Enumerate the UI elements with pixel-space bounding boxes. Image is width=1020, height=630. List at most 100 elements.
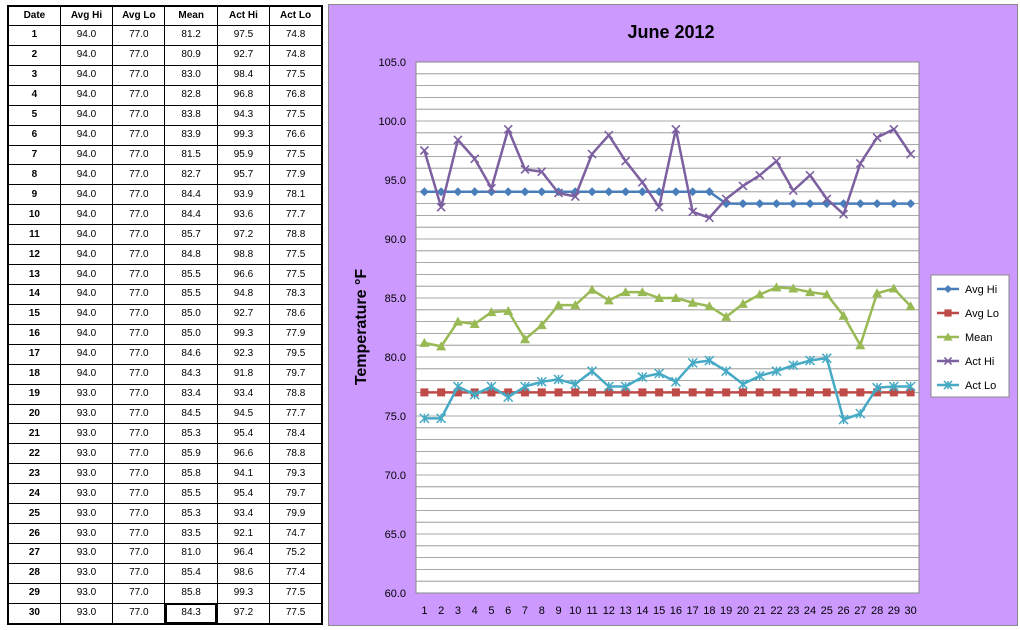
- cell-act-lo[interactable]: 77.4: [269, 562, 323, 584]
- data-point-marker[interactable]: [905, 301, 916, 311]
- data-point-marker[interactable]: [519, 334, 530, 344]
- cell-mean[interactable]: 84.8: [164, 244, 218, 266]
- cell-mean[interactable]: 85.0: [164, 323, 218, 345]
- cell-act-hi[interactable]: 98.4: [216, 64, 271, 86]
- data-point-marker[interactable]: [571, 388, 580, 397]
- data-point-marker[interactable]: [604, 187, 614, 197]
- data-point-marker[interactable]: [838, 209, 849, 219]
- cell-avg-lo[interactable]: 77.0: [112, 323, 166, 345]
- cell-mean[interactable]: 83.5: [164, 523, 218, 544]
- data-point-marker[interactable]: [872, 382, 883, 393]
- data-point-marker[interactable]: [688, 388, 697, 397]
- data-point-marker[interactable]: [788, 283, 799, 293]
- cell-act-lo[interactable]: 79.7: [269, 483, 323, 505]
- cell-act-hi[interactable]: 95.9: [216, 144, 271, 166]
- data-point-marker[interactable]: [838, 310, 849, 320]
- data-point-marker[interactable]: [670, 293, 681, 302]
- data-point-marker[interactable]: [905, 381, 916, 392]
- data-point-marker[interactable]: [855, 340, 866, 350]
- data-point-marker[interactable]: [553, 188, 564, 198]
- data-point-marker[interactable]: [503, 305, 514, 315]
- cell-avg-lo[interactable]: 77.0: [112, 104, 166, 126]
- cell-mean[interactable]: 84.3: [164, 363, 218, 385]
- cell-act-lo[interactable]: 78.8: [269, 443, 323, 465]
- data-point-marker[interactable]: [806, 388, 815, 397]
- data-point-marker[interactable]: [822, 388, 831, 397]
- data-point-marker[interactable]: [419, 337, 430, 347]
- header-avg-lo[interactable]: Avg Lo: [112, 5, 166, 26]
- cell-avg-hi[interactable]: 93.0: [59, 602, 114, 625]
- cell-avg-hi[interactable]: 94.0: [59, 323, 114, 345]
- data-point-marker[interactable]: [738, 181, 748, 191]
- data-point-marker[interactable]: [537, 167, 547, 177]
- data-point-marker[interactable]: [604, 130, 614, 140]
- data-point-marker[interactable]: [906, 199, 916, 209]
- data-point-marker[interactable]: [737, 298, 748, 308]
- data-point-marker[interactable]: [537, 187, 547, 197]
- data-point-marker[interactable]: [889, 124, 899, 134]
- cell-avg-lo[interactable]: 77.0: [112, 443, 166, 465]
- cell-mean[interactable]: 83.8: [164, 104, 218, 126]
- cell-date[interactable]: 26: [7, 523, 61, 544]
- cell-act-hi[interactable]: 95.4: [216, 423, 271, 445]
- cell-date[interactable]: 8: [7, 164, 61, 186]
- series-act-lo[interactable]: [419, 353, 916, 425]
- cell-act-lo[interactable]: 74.8: [269, 44, 323, 66]
- cell-act-hi[interactable]: 95.4: [216, 483, 271, 505]
- cell-act-hi[interactable]: 97.5: [216, 25, 271, 46]
- cell-mean[interactable]: 83.4: [164, 383, 218, 405]
- cell-avg-hi[interactable]: 93.0: [59, 383, 114, 405]
- cell-avg-hi[interactable]: 93.0: [59, 463, 114, 485]
- data-point-marker[interactable]: [755, 170, 765, 180]
- data-point-marker[interactable]: [722, 388, 731, 397]
- data-point-marker[interactable]: [621, 156, 631, 166]
- cell-act-lo[interactable]: 79.3: [269, 463, 323, 485]
- data-point-marker[interactable]: [637, 287, 648, 297]
- data-point-marker[interactable]: [804, 355, 816, 366]
- data-point-marker[interactable]: [436, 341, 447, 351]
- cell-date[interactable]: 20: [7, 403, 61, 425]
- cell-date[interactable]: 27: [7, 542, 61, 564]
- cell-avg-lo[interactable]: 77.0: [112, 403, 166, 425]
- cell-avg-lo[interactable]: 77.0: [112, 463, 166, 485]
- cell-avg-hi[interactable]: 93.0: [59, 582, 114, 604]
- data-point-marker[interactable]: [503, 124, 513, 134]
- cell-act-hi[interactable]: 92.1: [216, 523, 271, 544]
- cell-avg-lo[interactable]: 77.0: [112, 542, 166, 564]
- cell-act-hi[interactable]: 96.6: [216, 264, 271, 285]
- cell-date[interactable]: 15: [7, 303, 61, 325]
- data-point-marker[interactable]: [906, 388, 915, 397]
- cell-act-hi[interactable]: 97.2: [216, 224, 271, 246]
- data-point-marker[interactable]: [856, 388, 865, 397]
- data-point-marker[interactable]: [452, 381, 463, 392]
- data-point-marker[interactable]: [469, 389, 480, 400]
- data-point-marker[interactable]: [504, 388, 513, 397]
- cell-avg-hi[interactable]: 94.0: [59, 283, 114, 305]
- cell-avg-lo[interactable]: 77.0: [112, 184, 166, 206]
- cell-mean[interactable]: 83.0: [164, 64, 218, 86]
- cell-avg-lo[interactable]: 77.0: [112, 483, 166, 505]
- cell-avg-lo[interactable]: 77.0: [112, 164, 166, 186]
- data-point-marker[interactable]: [687, 297, 698, 307]
- cell-date[interactable]: 18: [7, 363, 61, 385]
- cell-avg-hi[interactable]: 94.0: [59, 124, 114, 146]
- legend[interactable]: Avg Hi Avg Lo Mean Act Hi Act Lo: [930, 274, 1010, 398]
- cell-mean[interactable]: 81.2: [164, 25, 218, 46]
- cell-act-lo[interactable]: 79.9: [269, 503, 323, 525]
- data-point-marker[interactable]: [771, 156, 782, 166]
- data-point-marker[interactable]: [570, 191, 580, 202]
- data-point-marker[interactable]: [604, 388, 613, 397]
- data-point-marker[interactable]: [503, 392, 514, 403]
- data-point-marker[interactable]: [805, 199, 815, 209]
- data-point-marker[interactable]: [603, 381, 614, 392]
- data-point-marker[interactable]: [520, 388, 529, 397]
- data-point-marker[interactable]: [487, 388, 496, 397]
- cell-act-hi[interactable]: 94.8: [216, 283, 271, 305]
- cell-date[interactable]: 21: [7, 423, 61, 445]
- cell-mean[interactable]: 85.0: [164, 303, 218, 325]
- cell-act-hi[interactable]: 99.3: [216, 323, 271, 345]
- cell-avg-lo[interactable]: 77.0: [112, 264, 166, 285]
- cell-avg-lo[interactable]: 77.0: [112, 562, 166, 584]
- cell-avg-hi[interactable]: 93.0: [59, 483, 114, 505]
- cell-mean[interactable]: 84.3: [164, 602, 218, 625]
